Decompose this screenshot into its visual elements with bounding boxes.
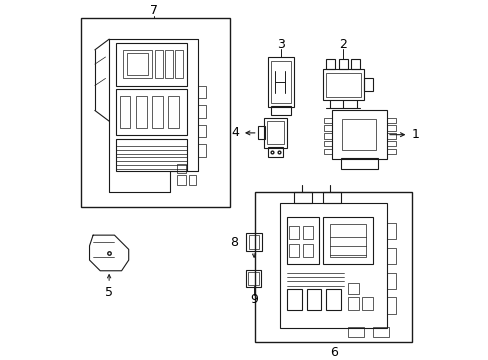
Text: 7: 7 xyxy=(149,4,157,17)
Bar xyxy=(386,118,395,123)
Bar xyxy=(329,224,365,257)
Bar xyxy=(322,217,372,264)
Bar xyxy=(81,18,230,207)
Text: 5: 5 xyxy=(105,285,113,299)
Bar xyxy=(386,248,395,264)
Bar xyxy=(198,86,205,98)
Bar xyxy=(116,43,187,86)
Bar xyxy=(340,158,377,168)
Bar xyxy=(323,141,332,147)
Bar xyxy=(266,121,284,144)
Bar xyxy=(338,59,347,69)
Bar xyxy=(246,233,262,251)
Bar xyxy=(303,244,313,257)
Bar xyxy=(351,59,360,69)
Bar xyxy=(270,60,290,103)
Bar xyxy=(177,175,185,185)
Bar xyxy=(116,89,187,135)
Bar xyxy=(322,192,340,203)
Bar xyxy=(323,118,332,123)
Bar xyxy=(288,226,298,239)
Bar xyxy=(127,53,148,75)
Text: 3: 3 xyxy=(277,38,285,51)
Bar xyxy=(198,105,205,118)
Bar xyxy=(257,126,264,139)
Bar xyxy=(177,164,185,173)
Bar xyxy=(165,50,172,78)
Bar xyxy=(120,96,130,128)
Bar xyxy=(342,120,376,150)
Bar xyxy=(155,50,162,78)
Text: 1: 1 xyxy=(411,128,419,141)
Bar xyxy=(248,272,258,285)
Bar xyxy=(198,144,205,157)
Text: 2: 2 xyxy=(339,38,346,51)
Bar xyxy=(286,289,301,310)
Bar xyxy=(326,59,335,69)
Bar xyxy=(363,78,372,91)
Bar xyxy=(347,283,358,294)
Bar xyxy=(306,289,321,310)
Bar xyxy=(323,149,332,154)
Bar xyxy=(175,50,182,78)
Bar xyxy=(152,96,162,128)
Bar xyxy=(267,57,294,107)
Bar xyxy=(288,244,298,257)
Bar xyxy=(347,327,363,337)
Bar xyxy=(271,106,290,115)
Bar xyxy=(386,149,395,154)
Bar xyxy=(323,125,332,131)
Bar xyxy=(167,96,178,128)
Bar xyxy=(267,147,283,157)
Bar xyxy=(255,192,411,342)
Bar xyxy=(326,289,340,310)
Bar xyxy=(123,50,152,78)
Bar xyxy=(323,133,332,139)
Bar xyxy=(322,69,363,100)
Bar xyxy=(386,133,395,139)
Text: 9: 9 xyxy=(249,293,257,306)
Bar xyxy=(386,223,395,239)
Bar xyxy=(264,118,286,148)
Bar xyxy=(347,297,358,310)
Text: 8: 8 xyxy=(229,236,237,249)
Bar xyxy=(386,125,395,131)
Bar xyxy=(280,203,386,328)
Bar xyxy=(372,327,388,337)
Bar xyxy=(386,141,395,147)
Bar xyxy=(325,73,360,97)
Bar xyxy=(386,297,395,314)
Bar xyxy=(246,270,261,287)
Bar xyxy=(303,226,313,239)
Bar xyxy=(331,111,386,158)
Bar xyxy=(198,125,205,137)
Text: 6: 6 xyxy=(329,346,337,359)
Bar xyxy=(386,273,395,289)
Bar xyxy=(189,175,196,185)
Bar xyxy=(294,192,311,203)
Bar xyxy=(361,297,372,310)
Bar xyxy=(286,217,319,264)
Text: 4: 4 xyxy=(231,126,239,139)
Bar xyxy=(136,96,146,128)
Bar xyxy=(116,139,187,171)
Bar xyxy=(248,235,259,249)
